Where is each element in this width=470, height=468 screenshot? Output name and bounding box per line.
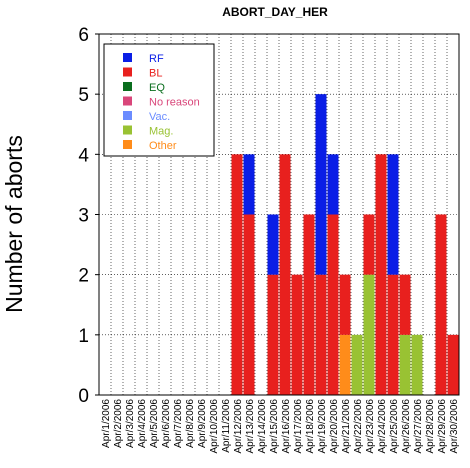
bar-segment	[387, 154, 399, 275]
x-tick-label: Apr/27/2006	[413, 399, 424, 454]
x-tick-label: Apr/9/2006	[197, 399, 208, 448]
bar-segment	[351, 334, 363, 395]
y-tick-label: 0	[78, 386, 89, 407]
y-tick-label: 1	[78, 326, 89, 347]
x-tick-label: Apr/19/2006	[317, 399, 328, 454]
bar-segment	[363, 214, 375, 275]
bar-segment	[231, 154, 243, 395]
bar-segment	[447, 334, 459, 395]
x-tick-label: Apr/20/2006	[329, 399, 340, 454]
bar-segment	[411, 334, 423, 395]
bars	[231, 94, 459, 395]
bar-segment	[387, 274, 399, 395]
bar-segment	[267, 214, 279, 275]
x-tick-label: Apr/10/2006	[209, 399, 220, 454]
x-tick-label: Apr/25/2006	[389, 399, 400, 454]
x-tick-label: Apr/13/2006	[245, 399, 256, 454]
x-tick-label: Apr/21/2006	[341, 399, 352, 454]
legend-swatch	[123, 125, 132, 135]
x-tick-label: Apr/2/2006	[113, 399, 124, 448]
bar-segment	[375, 154, 387, 395]
bar-segment	[291, 274, 303, 395]
bar-segment	[279, 154, 291, 395]
y-tick-labels: 0 1 2 3 4 5 6	[78, 25, 99, 407]
bar-segment	[303, 214, 315, 395]
bar-segment	[327, 154, 339, 215]
bar-segment	[243, 154, 255, 215]
legend-label: RF	[149, 53, 164, 65]
x-tick-label: Apr/23/2006	[365, 399, 376, 454]
x-tick-label: Apr/6/2006	[161, 399, 172, 448]
legend-label: Other	[149, 140, 177, 152]
legend-swatch	[123, 82, 132, 91]
x-tick-label: Apr/11/2006	[221, 399, 232, 453]
legend-label: Vac.	[149, 111, 170, 123]
bar-segment	[315, 94, 327, 275]
x-tick-label: Apr/7/2006	[173, 399, 184, 448]
y-tick-label: 2	[78, 266, 89, 287]
legend-label: No reason	[149, 97, 200, 109]
y-axis-label: Number of aborts	[1, 135, 27, 313]
x-tick-labels: Apr/1/2006 Apr/2/2006 Apr/3/2006 Apr/4/2006…	[101, 399, 460, 454]
x-tick-label: Apr/30/2006	[449, 399, 460, 454]
y-tick-label: 4	[78, 145, 89, 166]
bar-segment	[243, 214, 255, 395]
legend-swatch	[123, 140, 132, 149]
bar-segment	[435, 214, 447, 395]
legend-swatch	[123, 96, 132, 106]
y-tick-label: 6	[78, 25, 89, 46]
y-tick-label: 5	[78, 85, 89, 106]
legend-label: EQ	[149, 82, 165, 94]
x-tick-label: Apr/17/2006	[293, 399, 304, 454]
x-tick-label: Apr/18/2006	[305, 399, 316, 454]
y-tick-label: 3	[78, 206, 89, 227]
x-tick-label: Apr/8/2006	[185, 399, 196, 448]
legend-swatch	[123, 67, 132, 77]
x-tick-label: Apr/14/2006	[257, 399, 268, 454]
chart-title: ABORT_DAY_HER	[222, 5, 328, 19]
x-tick-label: Apr/28/2006	[425, 399, 436, 454]
x-tick-label: Apr/1/2006	[101, 399, 112, 448]
bar-segment	[327, 214, 339, 395]
x-tick-label: Apr/12/2006	[233, 399, 244, 454]
bar-segment	[399, 274, 411, 335]
x-tick-label: Apr/15/2006	[269, 399, 280, 454]
legend-label: Mag.	[149, 126, 173, 138]
x-tick-label: Apr/22/2006	[353, 399, 364, 454]
x-tick-label: Apr/24/2006	[377, 399, 388, 454]
legend-label: BL	[149, 68, 162, 80]
legend-swatch	[123, 111, 132, 120]
bar-segment	[339, 334, 351, 395]
x-tick-label: Apr/5/2006	[149, 399, 160, 448]
bar-segment	[363, 274, 375, 395]
x-tick-label: Apr/26/2006	[401, 399, 412, 454]
x-tick-label: Apr/29/2006	[437, 399, 448, 454]
bar-segment	[315, 274, 327, 395]
bar-segment	[267, 274, 279, 395]
legend-box	[103, 43, 215, 157]
legend: RF BL EQ No reason Vac. Mag. Other	[103, 43, 215, 157]
x-tick-label: Apr/4/2006	[137, 399, 148, 448]
bar-segment	[399, 334, 411, 395]
bar-segment	[339, 274, 351, 335]
x-tick-label: Apr/16/2006	[281, 399, 292, 454]
x-tick-label: Apr/3/2006	[125, 399, 136, 448]
legend-swatch	[123, 53, 132, 62]
